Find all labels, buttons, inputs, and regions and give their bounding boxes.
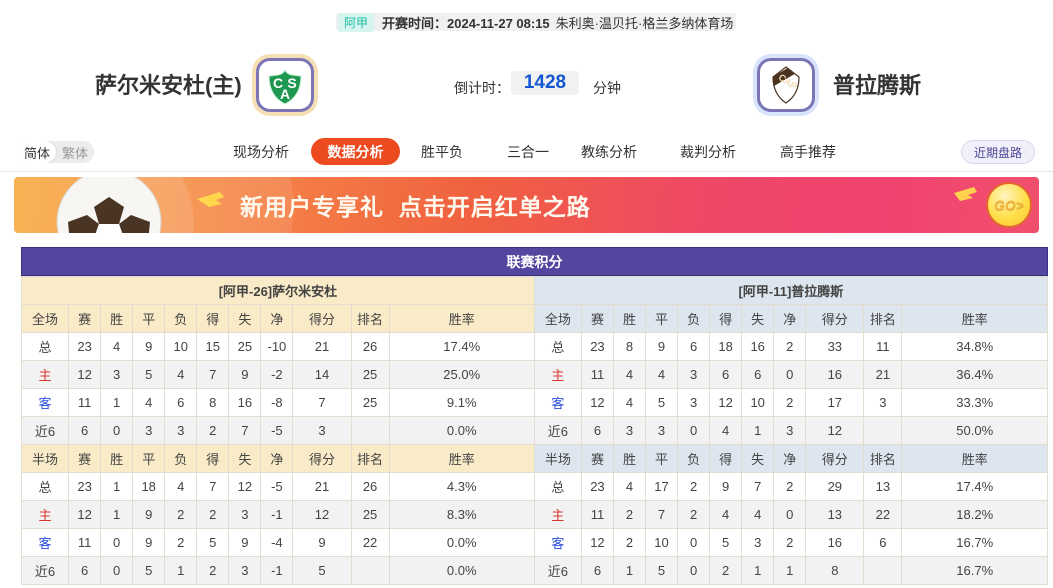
svg-text:A: A: [280, 86, 290, 102]
